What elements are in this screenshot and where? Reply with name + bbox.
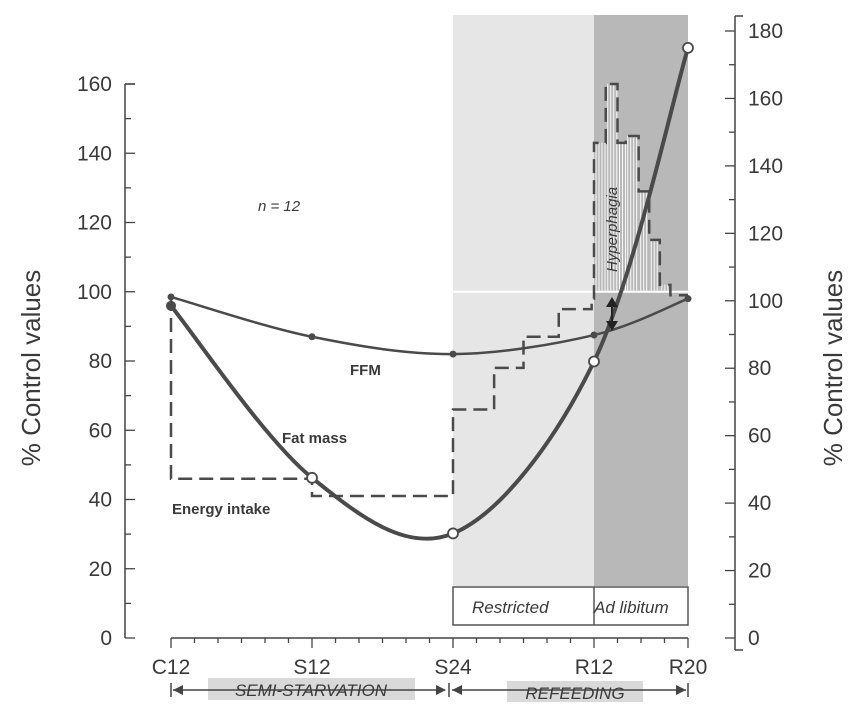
annotation-fat-mass: Fat mass bbox=[282, 430, 347, 447]
left-tick-label: 20 bbox=[89, 558, 112, 581]
left-tick-label: 100 bbox=[77, 281, 112, 304]
right-tick-label: 160 bbox=[748, 87, 783, 110]
right-axis-title: % Control values bbox=[818, 270, 848, 467]
difference-arrow bbox=[606, 297, 618, 331]
phase-semi-starvation: SEMI-STARVATION bbox=[235, 681, 388, 700]
fat-mass-point bbox=[682, 41, 694, 54]
ffm-point bbox=[684, 295, 692, 303]
right-tick-label: 180 bbox=[748, 20, 783, 43]
annotation-ffm: FFM bbox=[350, 362, 381, 379]
right-tick-label: 120 bbox=[748, 222, 783, 245]
left-axis-title: % Control values bbox=[16, 270, 46, 467]
fat-mass-point bbox=[588, 355, 600, 368]
left-tick-label: 80 bbox=[89, 350, 112, 373]
left-tick-label: 0 bbox=[100, 627, 112, 650]
x-tick-label: S24 bbox=[434, 656, 472, 679]
right-tick-label: 20 bbox=[748, 560, 771, 583]
x-tick-label: S12 bbox=[293, 656, 330, 679]
fat-mass-point bbox=[166, 300, 176, 311]
right-tick-label: 80 bbox=[748, 357, 771, 380]
right-tick-label: 140 bbox=[748, 155, 783, 178]
annotation-ad-libitum: Ad libitum bbox=[593, 598, 669, 617]
right-tick-label: 100 bbox=[748, 290, 783, 313]
hyperphagia-hatch bbox=[595, 84, 669, 292]
x-tick-label: R12 bbox=[575, 656, 614, 679]
series-energy-intake bbox=[169, 82, 688, 498]
left-tick-label: 60 bbox=[89, 419, 112, 442]
left-tick-label: 40 bbox=[89, 489, 112, 512]
semi-starvation-bg bbox=[208, 678, 415, 700]
annotation-hyperphagia: Hyperphagia bbox=[604, 187, 621, 272]
right-tick-label: 60 bbox=[748, 425, 771, 448]
phase-labels: SEMI-STARVATION REFEEDING bbox=[170, 678, 689, 703]
x-axis: C12 S12 S24 R12 R20 bbox=[152, 637, 708, 679]
phase-box-restricted bbox=[452, 586, 689, 626]
x-tick-label: C12 bbox=[152, 656, 191, 679]
refeeding-bg bbox=[507, 681, 643, 702]
series-fat-mass bbox=[169, 47, 690, 541]
left-tick-label: 140 bbox=[77, 142, 112, 165]
ffm-point bbox=[167, 293, 175, 301]
annotation-restricted: Restricted bbox=[472, 598, 549, 617]
fat-mass-point bbox=[306, 471, 318, 484]
ffm-point bbox=[590, 331, 598, 339]
ffm-point bbox=[449, 350, 457, 358]
left-tick-label: 120 bbox=[77, 212, 112, 235]
ffm-point bbox=[308, 333, 316, 341]
series-markers bbox=[166, 41, 694, 540]
left-tick-label: 160 bbox=[77, 73, 112, 96]
fat-mass-point bbox=[447, 527, 459, 540]
right-tick-label: 0 bbox=[748, 627, 760, 650]
right-tick-label: 40 bbox=[748, 492, 771, 515]
annotation-energy-intake: Energy intake bbox=[172, 501, 270, 518]
annotation-n: n = 12 bbox=[258, 198, 301, 215]
left-y-axis: 0 20 40 60 80 100 120 140 160 bbox=[77, 73, 135, 650]
phase-refeeding: REFEEDING bbox=[525, 684, 624, 702]
x-tick-label: R20 bbox=[669, 656, 708, 679]
right-y-axis: 0 20 40 60 80 100 120 140 160 180 bbox=[725, 15, 783, 651]
